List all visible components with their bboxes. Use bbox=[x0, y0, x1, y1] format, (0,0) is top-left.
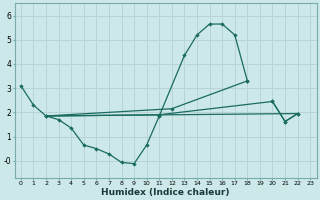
X-axis label: Humidex (Indice chaleur): Humidex (Indice chaleur) bbox=[101, 188, 230, 197]
